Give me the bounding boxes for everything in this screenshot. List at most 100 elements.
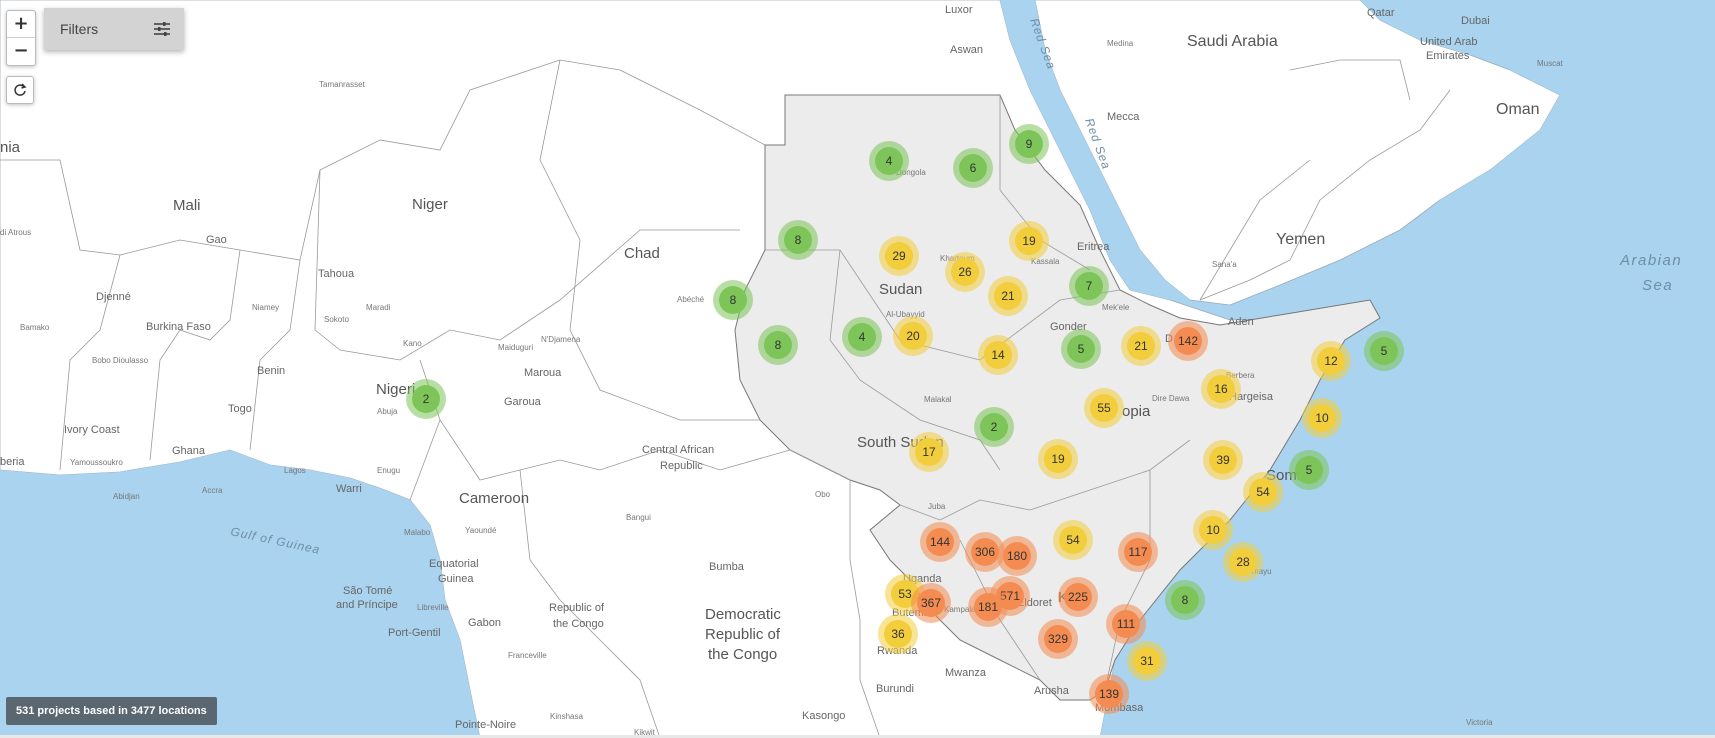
- zoom-control: + −: [6, 10, 36, 66]
- cluster-count: 19: [1051, 452, 1065, 466]
- cluster-marker[interactable]: 55: [1084, 388, 1124, 428]
- cluster-count: 139: [1099, 687, 1119, 701]
- cluster-count: 6: [970, 161, 977, 175]
- cluster-marker[interactable]: 4: [842, 317, 882, 357]
- cluster-marker[interactable]: 8: [758, 325, 798, 365]
- cluster-marker[interactable]: 10: [1193, 510, 1233, 550]
- cluster-marker[interactable]: 144: [920, 522, 960, 562]
- cluster-marker[interactable]: 21: [988, 276, 1028, 316]
- label-sokoto: Sokoto: [324, 315, 349, 324]
- label-muscat: Muscat: [1537, 59, 1564, 68]
- cluster-marker[interactable]: 8: [713, 280, 753, 320]
- label-yamoussoukro: Yamoussoukro: [70, 458, 123, 467]
- label-uae-1: United Arab: [1420, 36, 1477, 48]
- cluster-marker[interactable]: 5: [1061, 329, 1101, 369]
- cluster-marker[interactable]: 6: [953, 148, 993, 188]
- cluster-core: [1199, 516, 1227, 544]
- label-yaounde: Yaoundé: [465, 526, 497, 535]
- cluster-count: 7: [1086, 279, 1093, 293]
- cluster-marker[interactable]: 16: [1201, 369, 1241, 409]
- water-indian-ocean: [1100, 260, 1715, 738]
- cluster-marker[interactable]: 225: [1058, 577, 1098, 617]
- label-bumba: Bumba: [709, 561, 745, 573]
- cluster-count: 2: [991, 420, 998, 434]
- filters-button[interactable]: Filters: [44, 8, 184, 50]
- cluster-marker[interactable]: 14: [978, 335, 1018, 375]
- cluster-count: 26: [958, 265, 972, 279]
- cluster-count: 55: [1097, 401, 1111, 415]
- label-port-gentil: Port-Gentil: [388, 627, 441, 639]
- cluster-core: [1249, 478, 1277, 506]
- cluster-marker[interactable]: 19: [1038, 439, 1078, 479]
- cluster-marker[interactable]: 181: [968, 587, 1008, 627]
- cluster-core: [1064, 583, 1092, 611]
- cluster-marker[interactable]: 54: [1243, 472, 1283, 512]
- cluster-core: [971, 538, 999, 566]
- cluster-marker[interactable]: 367: [911, 583, 951, 623]
- label-cameroon: Cameroon: [459, 490, 529, 507]
- cluster-count: 53: [898, 587, 912, 601]
- cluster-marker[interactable]: 54: [1053, 520, 1093, 560]
- label-bangui: Bangui: [626, 513, 651, 522]
- cluster-marker[interactable]: 39: [1203, 440, 1243, 480]
- label-timbuktu: di Atrous: [0, 228, 31, 237]
- cluster-marker[interactable]: 20: [893, 316, 933, 356]
- cluster-marker[interactable]: 8: [1165, 580, 1205, 620]
- label-benin: Benin: [257, 365, 285, 377]
- cluster-marker[interactable]: 306: [965, 532, 1005, 572]
- water-red-sea: [1000, 0, 1190, 300]
- cluster-core: [1171, 586, 1199, 614]
- cluster-marker[interactable]: 5: [1289, 450, 1329, 490]
- cluster-marker[interactable]: 117: [1118, 532, 1158, 572]
- label-dire-dawa: Dire Dawa: [1152, 394, 1190, 403]
- cluster-count: 142: [1178, 334, 1198, 348]
- cluster-marker[interactable]: 329: [1038, 619, 1078, 659]
- cluster-count: 4: [859, 330, 866, 344]
- label-congo-2: the Congo: [553, 618, 604, 630]
- cluster-marker[interactable]: 31: [1127, 641, 1167, 681]
- cluster-core: [951, 258, 979, 286]
- label-qatar: Qatar: [1367, 7, 1395, 19]
- cluster-marker[interactable]: 139: [1089, 674, 1129, 714]
- cluster-marker[interactable]: 8: [778, 220, 818, 260]
- cluster-marker[interactable]: 2: [406, 379, 446, 419]
- cluster-core: [1015, 130, 1043, 158]
- cluster-core: [1207, 375, 1235, 403]
- cluster-marker[interactable]: 7: [1069, 266, 1109, 306]
- cluster-marker[interactable]: 10: [1302, 398, 1342, 438]
- cluster-marker[interactable]: 17: [909, 432, 949, 472]
- label-saudi-arabia: Saudi Arabia: [1187, 33, 1278, 50]
- zoom-in-button[interactable]: +: [13, 13, 29, 34]
- cluster-marker[interactable]: 29: [879, 236, 919, 276]
- cluster-marker[interactable]: 28: [1223, 542, 1263, 582]
- cluster-marker[interactable]: 12: [1311, 341, 1351, 381]
- cluster-marker[interactable]: 26: [945, 252, 985, 292]
- cluster-count: 180: [1007, 549, 1027, 563]
- cluster-marker[interactable]: 2: [974, 407, 1014, 447]
- cluster-core: [1044, 445, 1072, 473]
- reset-view-button[interactable]: [6, 76, 34, 104]
- cluster-marker[interactable]: 9: [1009, 124, 1049, 164]
- label-burkina-faso: Burkina Faso: [146, 321, 211, 333]
- label-sudan: Sudan: [879, 281, 922, 298]
- cluster-marker[interactable]: 5: [1364, 331, 1404, 371]
- cluster-marker[interactable]: 21: [1121, 326, 1161, 366]
- cluster-marker[interactable]: 4: [869, 141, 909, 181]
- cluster-marker[interactable]: 111: [1106, 604, 1146, 644]
- label-bamako: Bamako: [20, 323, 50, 332]
- cluster-marker[interactable]: 142: [1168, 321, 1208, 361]
- cluster-count: 144: [930, 535, 950, 549]
- label-juba: Juba: [928, 502, 946, 511]
- zoom-out-button[interactable]: −: [7, 37, 35, 64]
- label-eritrea: Eritrea: [1077, 241, 1110, 253]
- cluster-marker[interactable]: 19: [1009, 221, 1049, 261]
- label-uae-2: Emirates: [1426, 50, 1470, 62]
- cluster-count: 16: [1214, 382, 1228, 396]
- cluster-marker[interactable]: 36: [878, 614, 918, 654]
- cluster-core: [1229, 548, 1257, 576]
- label-guinea-left: nia: [0, 139, 21, 156]
- cluster-marker[interactable]: 180: [997, 536, 1037, 576]
- label-nigeria: Nigeri: [376, 381, 415, 398]
- cluster-count: 111: [1117, 617, 1136, 631]
